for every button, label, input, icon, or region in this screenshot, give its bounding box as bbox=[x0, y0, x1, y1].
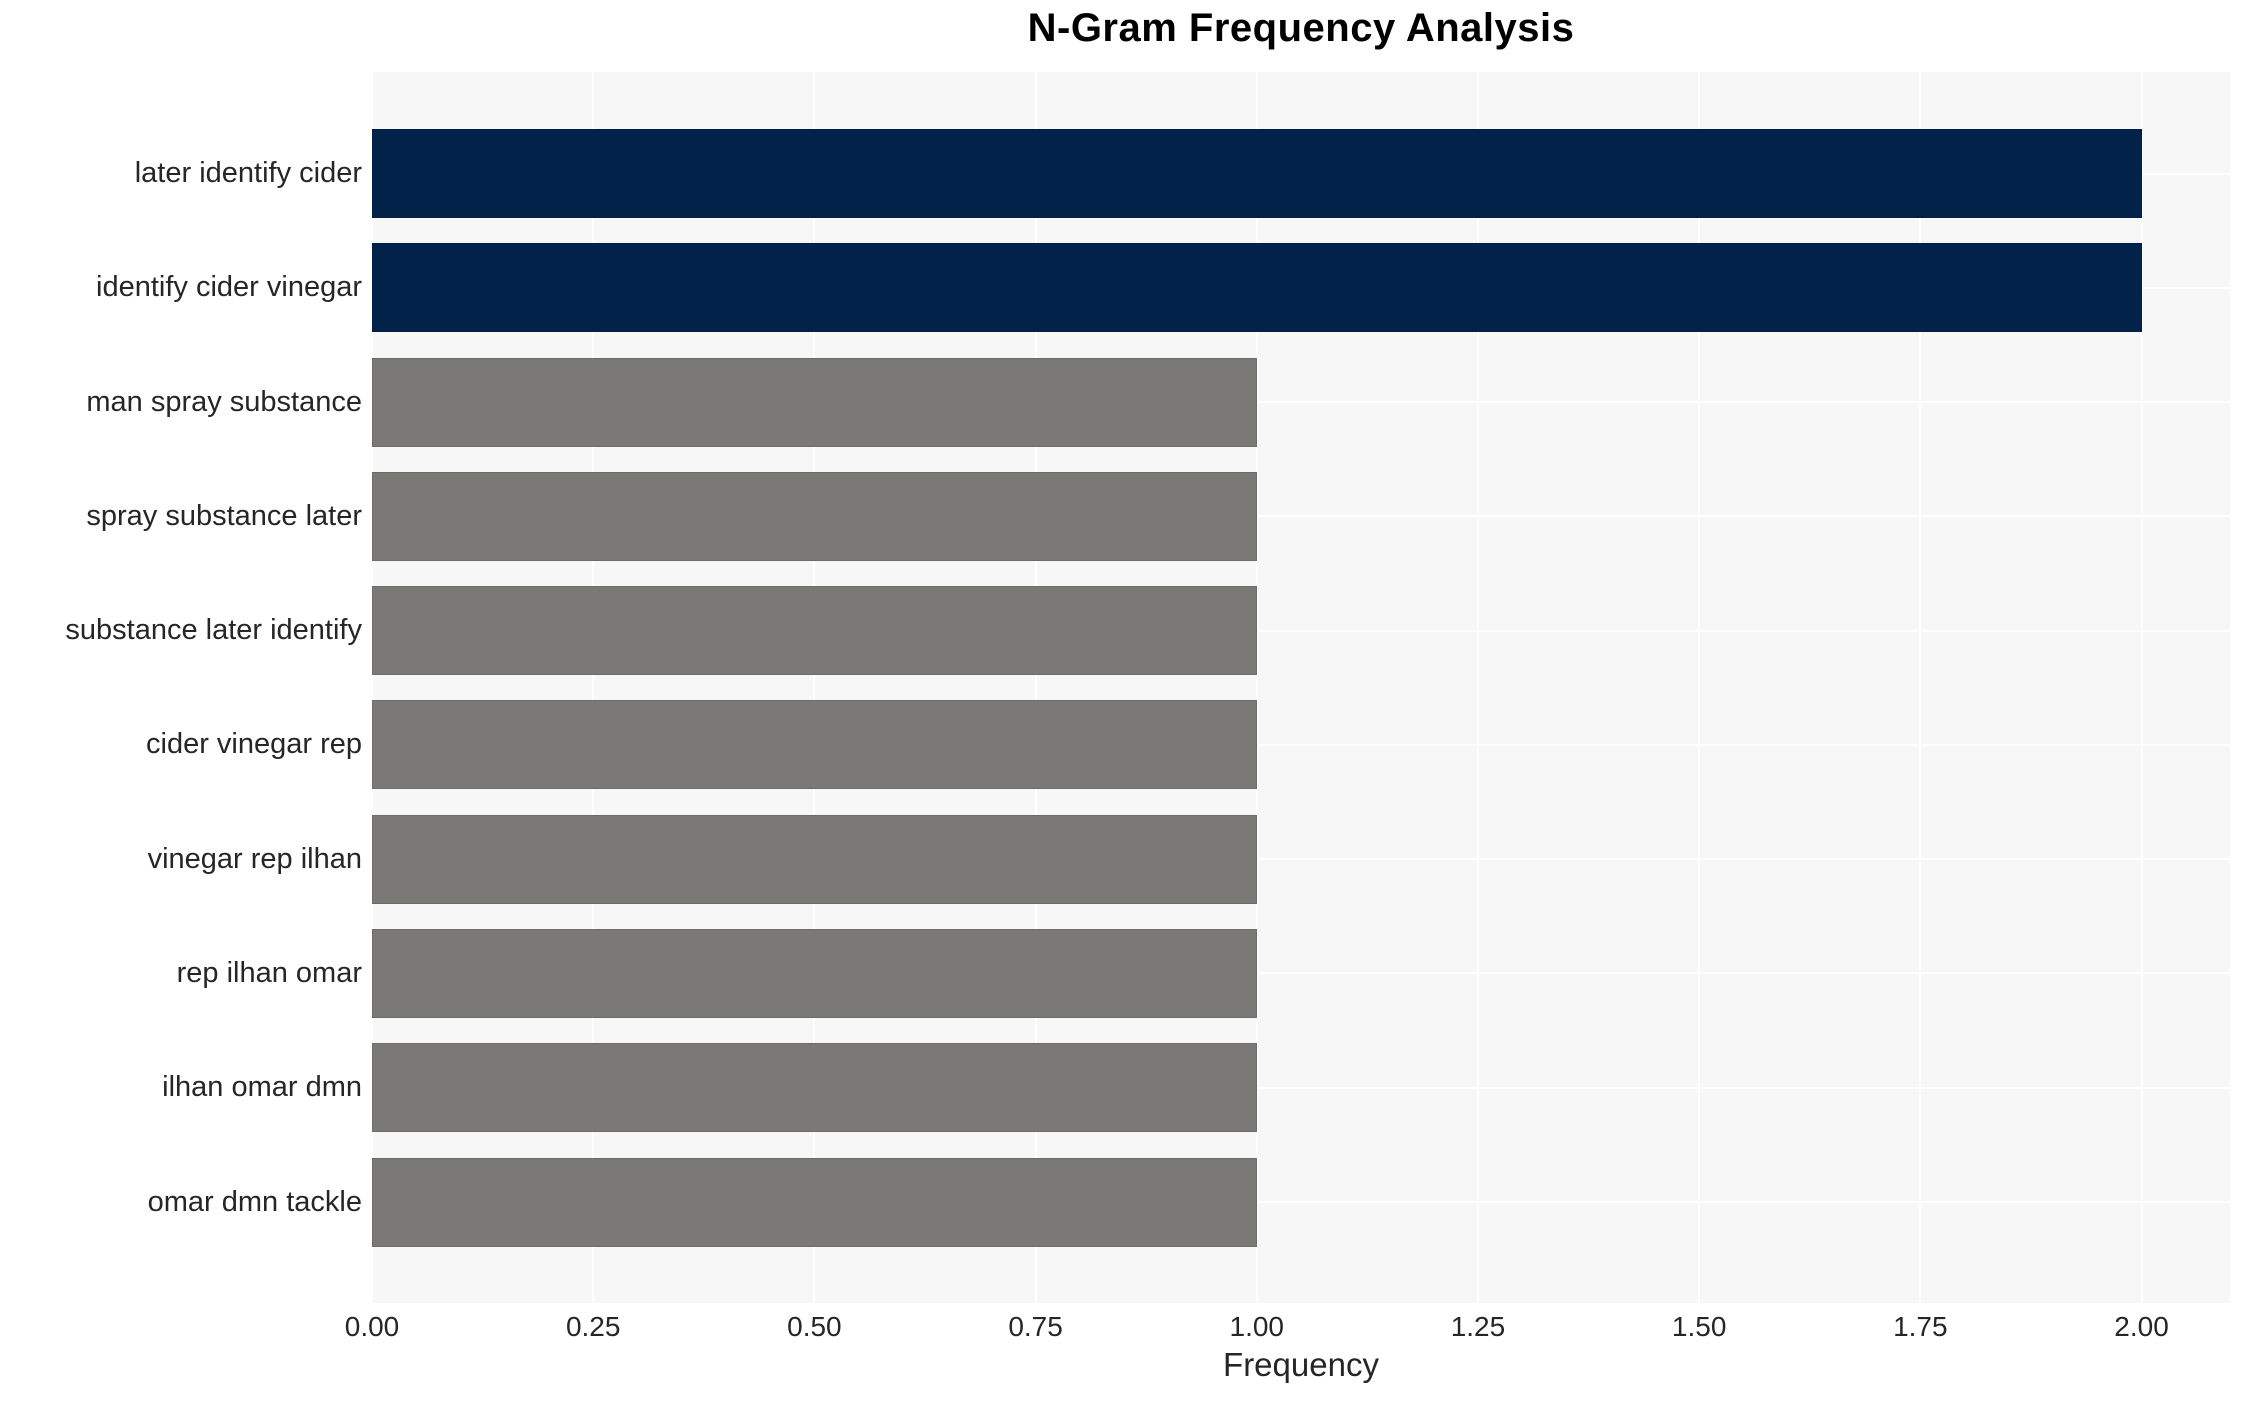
bar bbox=[372, 928, 1257, 1018]
bar bbox=[372, 586, 1257, 676]
plot-area bbox=[371, 72, 2230, 1303]
vertical-gridline bbox=[1698, 72, 1701, 1303]
y-tick-label: spray substance later bbox=[86, 499, 362, 532]
y-tick-label: cider vinegar rep bbox=[146, 728, 362, 761]
x-tick-label: 0.25 bbox=[565, 1311, 621, 1342]
x-tick-label: 1.50 bbox=[1671, 1311, 1727, 1342]
chart-title: N-Gram Frequency Analysis bbox=[1027, 6, 1575, 50]
vertical-gridline bbox=[813, 72, 816, 1303]
bar bbox=[372, 1157, 1257, 1247]
bar bbox=[372, 471, 1257, 561]
y-tick-label: vinegar rep ilhan bbox=[147, 842, 362, 875]
vertical-gridline bbox=[1255, 72, 1258, 1303]
vertical-gridline bbox=[371, 72, 373, 1303]
vertical-gridline bbox=[1919, 72, 1922, 1303]
bar bbox=[372, 357, 1257, 447]
x-tick-label: 2.00 bbox=[2114, 1311, 2169, 1342]
y-tick-label: man spray substance bbox=[86, 385, 362, 418]
x-axis-label: Frequency bbox=[1223, 1346, 1379, 1383]
bar bbox=[372, 129, 2142, 218]
x-tick-label: 1.25 bbox=[1450, 1311, 1506, 1342]
bar bbox=[372, 814, 1257, 904]
y-tick-label: later identify cider bbox=[134, 157, 362, 189]
horizontal-gridline bbox=[372, 401, 2230, 404]
horizontal-gridline bbox=[372, 515, 2230, 518]
x-tick-label: 0.75 bbox=[1008, 1311, 1063, 1342]
y-tick-label: omar dmn tackle bbox=[147, 1185, 362, 1218]
horizontal-gridline bbox=[372, 743, 2230, 746]
x-tick-label: 1.75 bbox=[1893, 1311, 1948, 1342]
bar bbox=[372, 243, 2142, 333]
vertical-gridline bbox=[1034, 72, 1037, 1303]
y-tick-label: rep ilhan omar bbox=[176, 956, 362, 989]
x-tick-label: 0.50 bbox=[787, 1311, 842, 1342]
horizontal-gridline bbox=[372, 629, 2230, 632]
horizontal-gridline bbox=[372, 858, 2230, 861]
bar bbox=[372, 1043, 1257, 1133]
vertical-gridline bbox=[2140, 72, 2143, 1303]
x-tick-label: 1.00 bbox=[1229, 1311, 1285, 1342]
bar bbox=[372, 700, 1257, 790]
y-tick-label: identify cider vinegar bbox=[96, 271, 362, 304]
horizontal-gridline bbox=[372, 1201, 2230, 1204]
vertical-gridline bbox=[592, 72, 595, 1303]
horizontal-gridline bbox=[372, 972, 2230, 975]
vertical-gridline bbox=[1476, 72, 1479, 1303]
y-tick-label: substance later identify bbox=[65, 614, 362, 647]
horizontal-gridline bbox=[372, 1086, 2230, 1089]
x-tick-label: 0.00 bbox=[344, 1311, 400, 1342]
y-tick-label: ilhan omar dmn bbox=[162, 1071, 362, 1104]
